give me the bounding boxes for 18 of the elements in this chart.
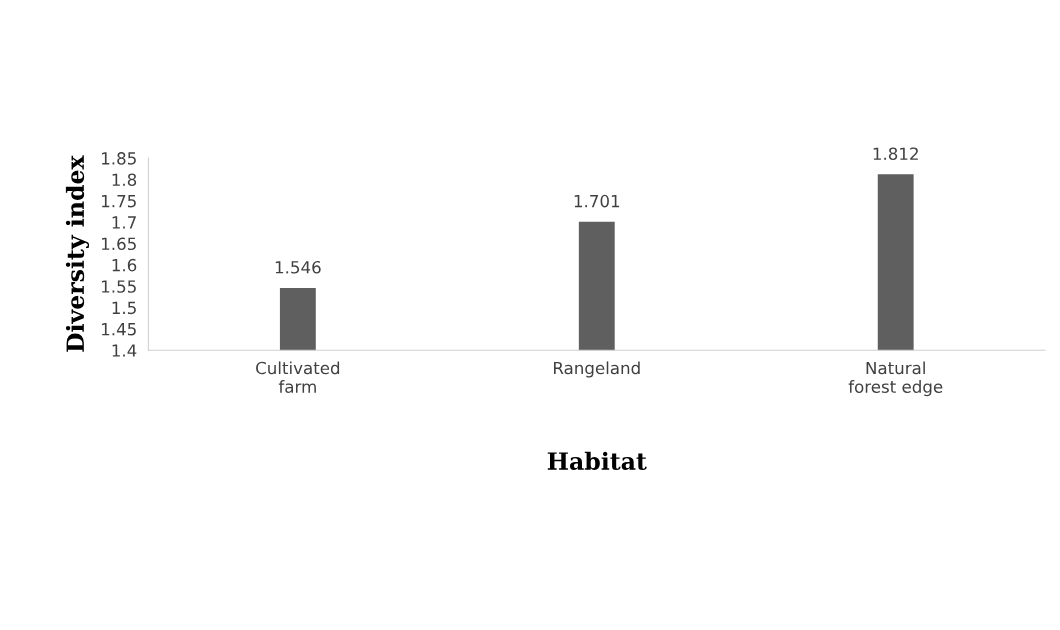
y-tick-label: 1.65 — [102, 237, 136, 251]
x-axis-title: Habitat — [547, 451, 647, 471]
y-tick-label: 1.5 — [112, 301, 136, 315]
x-tick-label: Rangeland — [554, 361, 640, 378]
data-label: 1.546 — [275, 260, 321, 274]
data-label: 1.701 — [574, 194, 620, 208]
y-axis-title: Diversity index — [65, 155, 90, 352]
y-tick-label: 1.4 — [112, 344, 137, 357]
y-tick-label: 1.8 — [112, 173, 137, 187]
data-label: 1.812 — [873, 147, 918, 161]
y-tick-label: 1.6 — [112, 258, 137, 272]
y-tick-label: 1.85 — [102, 152, 136, 165]
y-tick-label: 1.45 — [102, 323, 136, 336]
y-tick-label: 1.55 — [102, 280, 136, 293]
x-tick-label: Cultivated farm — [256, 361, 340, 393]
y-tick-label: 1.75 — [102, 195, 136, 208]
y-tick-label: 1.7 — [112, 216, 136, 229]
x-tick-label: Natural forest edge — [848, 361, 943, 397]
